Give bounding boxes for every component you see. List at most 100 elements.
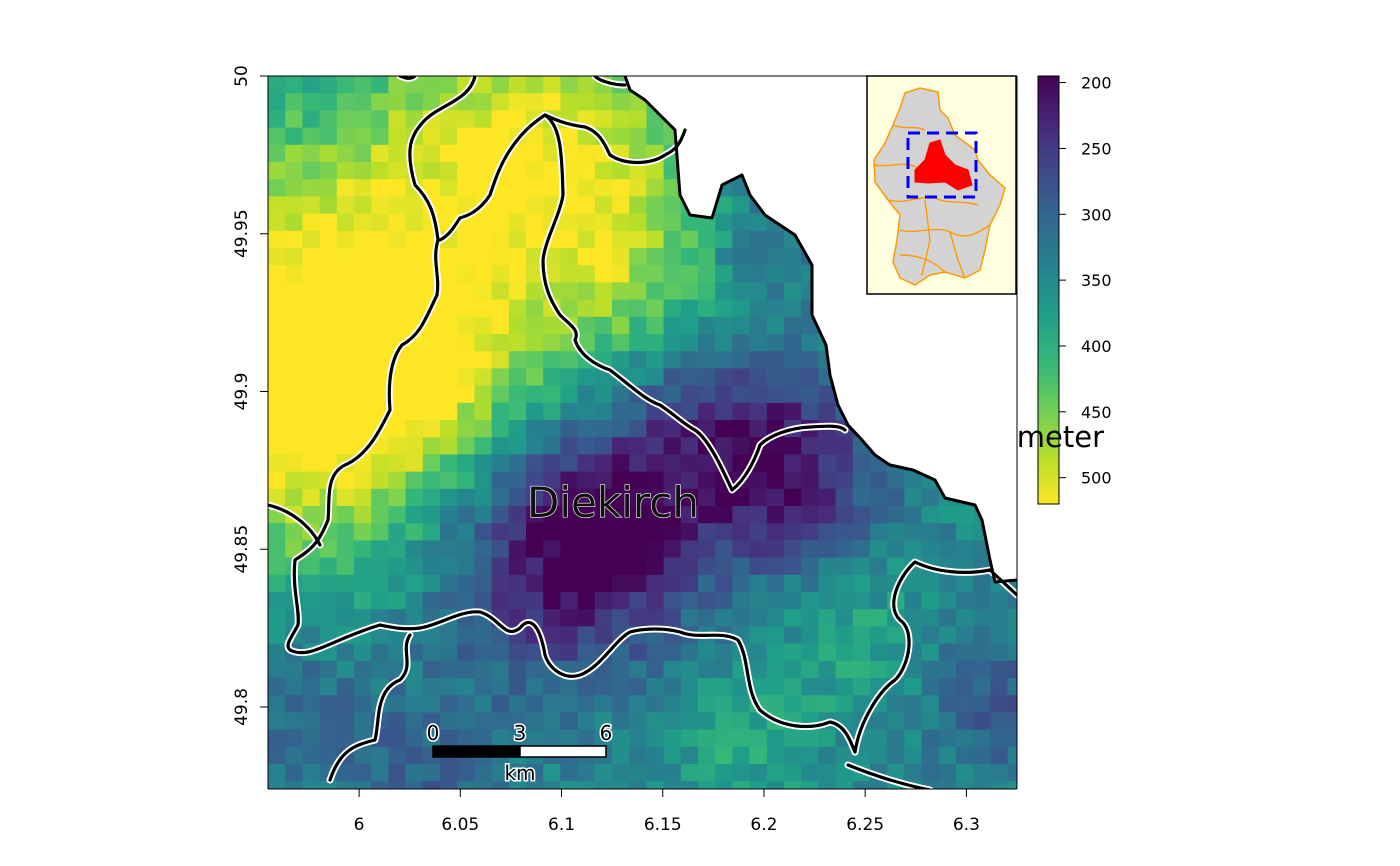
raster-cell [732,454,751,473]
raster-cell [457,265,475,283]
raster-cell [302,781,321,789]
raster-cell [388,265,407,283]
legend-swatch [1038,482,1059,491]
raster-cell [749,213,768,232]
raster-cell [285,402,303,421]
raster-cell [336,196,355,215]
raster-cell [285,660,303,679]
raster-cell [594,402,613,421]
raster-cell [508,729,527,748]
raster-cell [680,643,699,662]
legend-swatch [1038,211,1059,220]
raster-cell [766,471,785,490]
raster-cell [508,712,527,731]
raster-cell [818,471,837,490]
raster-cell [508,402,527,421]
raster-cell [749,643,768,662]
raster-cell [698,334,716,352]
raster-cell [715,299,733,318]
raster-cell [715,196,733,215]
raster-cell [698,695,716,713]
raster-cell [405,299,424,318]
raster-cell [973,764,991,782]
raster-cell [594,592,613,610]
raster-cell [336,643,355,662]
raster-cell [336,695,355,713]
raster-cell [440,660,458,679]
raster-cell [904,695,923,713]
raster-cell [784,540,802,559]
raster-cell [921,729,940,748]
legend-title: meter [1017,420,1104,454]
raster-cell [749,557,768,576]
raster-cell [474,695,493,713]
raster-cell [526,265,544,283]
raster-cell [904,712,923,731]
raster-cell [268,609,286,627]
raster-cell [577,76,596,94]
raster-cell [268,282,286,301]
y-tick-label: 49.85 [232,525,252,574]
raster-cell [887,471,905,490]
raster-cell [663,471,682,490]
raster-cell [457,316,475,335]
raster-cell [491,454,510,473]
raster-cell [973,643,991,662]
raster-cell [440,110,458,129]
raster-cell [457,385,475,404]
raster-cell [698,764,716,782]
raster-cell [405,695,424,713]
raster-cell [422,764,441,782]
raster-cell [354,230,372,249]
legend-swatch [1038,111,1059,120]
inset-extent-box [906,131,978,199]
raster-cell [371,368,389,387]
raster-cell [646,746,665,765]
raster-cell [354,695,372,713]
raster-cell [336,334,355,352]
raster-cell [680,764,699,782]
raster-cell [440,695,458,713]
raster-cell [784,643,802,662]
raster-cell [285,282,303,301]
legend-tick-label: 250 [1081,139,1112,158]
raster-cell [715,746,733,765]
raster-cell [457,127,475,146]
raster-cell [818,729,837,748]
raster-cell [594,110,613,129]
raster-cell [577,437,596,455]
raster-cell [560,764,579,782]
raster-cell [784,454,802,473]
raster-cell [612,385,630,404]
raster-cell [612,454,630,473]
legend-swatch [1038,154,1059,163]
raster-cell [474,420,493,438]
raster-cell [319,248,338,266]
raster-cell [371,488,389,507]
raster-cell [629,746,647,765]
raster-cell [543,488,561,507]
raster-cell [990,660,1009,679]
raster-cell [302,110,321,129]
raster-cell [440,385,458,404]
raster-cell [422,557,441,576]
raster-cell [629,592,647,610]
raster-cell [680,712,699,731]
raster-cell [594,248,613,266]
raster-cell [629,437,647,455]
raster-cell [766,557,785,576]
raster-cell [302,162,321,180]
raster-cell [543,506,561,524]
raster-cell [715,265,733,283]
raster-cell [904,540,923,559]
raster-cell [491,351,510,369]
raster-cell [560,437,579,455]
raster-cell [560,643,579,662]
raster-cell [663,574,682,593]
raster-cell [698,385,716,404]
raster-cell [870,488,888,507]
raster-cell [612,574,630,593]
raster-cell [594,695,613,713]
raster-cell [732,230,751,249]
raster-cell [732,437,751,455]
